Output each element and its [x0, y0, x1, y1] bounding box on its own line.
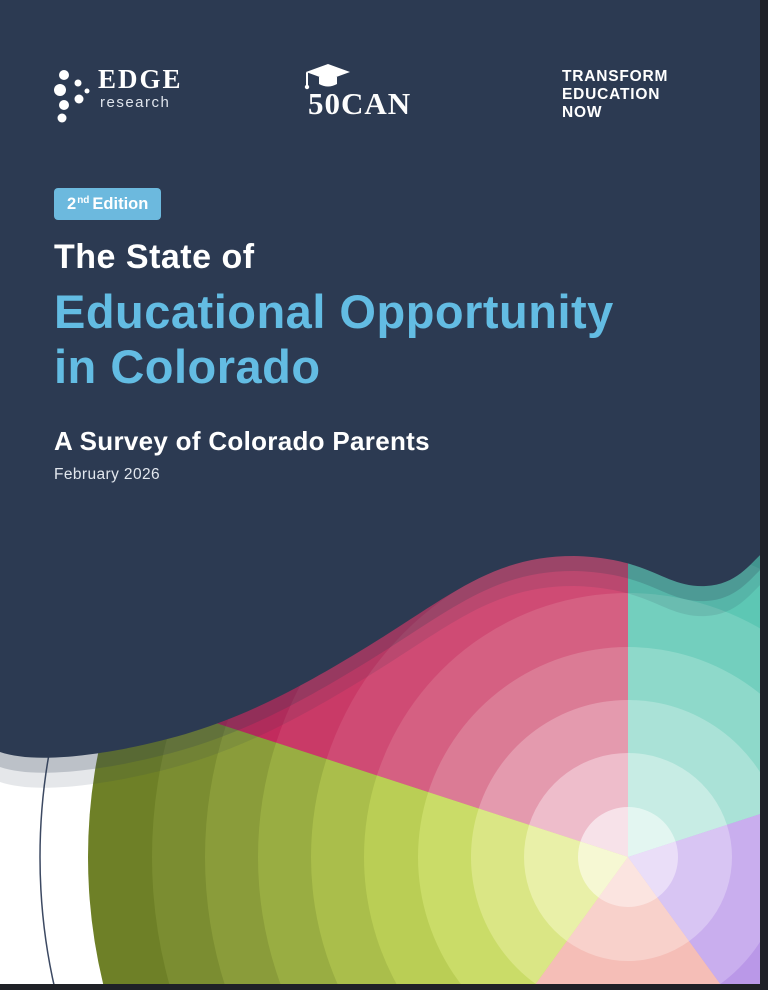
transform-education-now-logo: TRANSFORM EDUCATION NOW	[562, 68, 668, 122]
wheel-band-salmon-9	[598, 857, 658, 907]
wheel-band-pink-9	[580, 807, 628, 857]
wheel-band-lime-9	[578, 841, 628, 898]
edge-research-logo: EDGE research	[54, 66, 183, 126]
title-line-3: in Colorado	[54, 340, 321, 393]
navy-wave-group	[0, 0, 768, 788]
ten-logo-line1: TRANSFORM	[562, 68, 669, 85]
edge-logo-text: EDGE research	[98, 64, 183, 112]
edition-number: 2	[67, 194, 77, 213]
publication-date: February 2026	[54, 466, 161, 483]
ten-logo-line2: EDUCATION	[562, 86, 661, 103]
wheel-band-salmon-8	[566, 857, 690, 962]
edition-text: Edition	[92, 194, 149, 213]
edge-logo-tagline: research	[100, 94, 171, 111]
title-line-1: The State of	[54, 238, 255, 276]
fiftycan-logo: 50CAN	[298, 62, 478, 124]
frame-edge-right	[760, 0, 768, 990]
navy-wave-shape	[0, 0, 768, 758]
graduation-cap-icon	[304, 64, 350, 90]
edge-logo-name: EDGE	[98, 64, 183, 94]
fiftycan-logo-name: 50CAN	[308, 86, 412, 121]
edge-dots-icon	[54, 70, 90, 123]
frame-edge-bottom	[0, 984, 768, 990]
wheel-band-teal-9	[628, 807, 676, 857]
ten-logo-line3: NOW	[562, 104, 603, 121]
subtitle: A Survey of Colorado Parents	[54, 426, 430, 456]
title-line-2: Educational Opportunity	[54, 285, 614, 338]
wheel-band-purple-9	[628, 841, 678, 898]
